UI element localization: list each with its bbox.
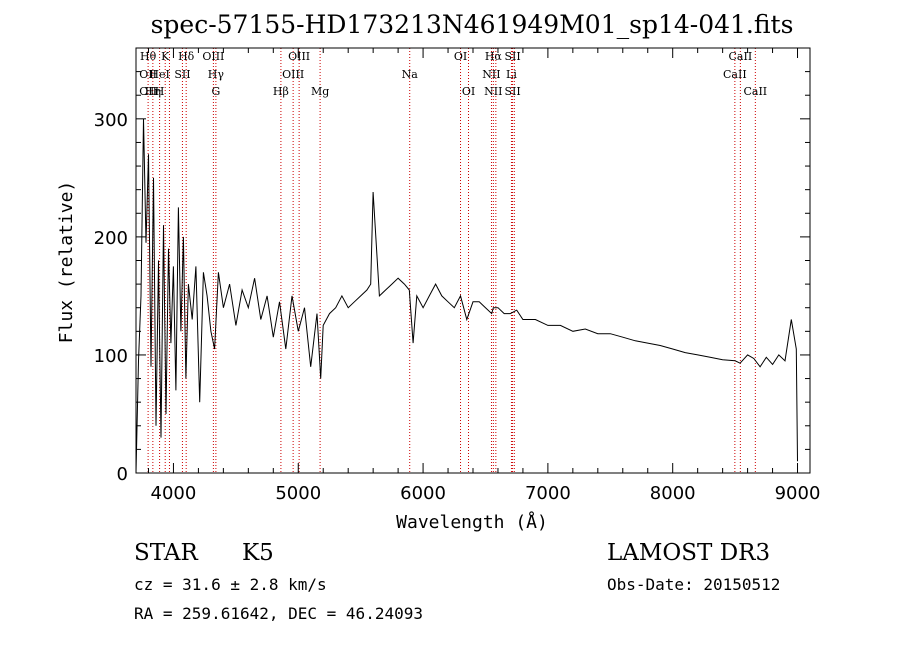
line-label: Mg xyxy=(311,85,329,98)
x-tick-label: 8000 xyxy=(650,483,696,504)
line-label: H xyxy=(155,85,165,98)
line-label: HeI xyxy=(149,68,169,81)
y-tick-label: 200 xyxy=(94,228,128,249)
coordinates-text: RA = 259.61642, DEC = 46.24093 xyxy=(134,604,423,623)
x-tick-label: 5000 xyxy=(275,483,321,504)
line-label: Hθ xyxy=(140,50,157,63)
y-tick-label: 0 xyxy=(117,464,128,485)
survey-label: LAMOST DR3 xyxy=(607,540,771,566)
line-label: Hβ xyxy=(273,85,289,98)
y-tick-label: 300 xyxy=(94,110,128,131)
y-axis-label: Flux (relative) xyxy=(56,181,77,344)
line-label: OI xyxy=(454,50,467,63)
line-label: Hδ xyxy=(178,50,195,63)
redshift-text: cz = 31.6 ± 2.8 km/s xyxy=(134,575,327,594)
line-label: OII xyxy=(139,85,157,98)
x-tick-label: 6000 xyxy=(400,483,446,504)
x-tick-label: 9000 xyxy=(775,483,821,504)
line-label: OIII xyxy=(288,50,310,63)
line-label: Li xyxy=(506,68,517,81)
line-label: CaII xyxy=(729,50,753,63)
line-label: SII xyxy=(504,50,520,63)
line-label: G xyxy=(211,85,220,98)
subclass-label: K5 xyxy=(242,540,274,566)
line-label: SII xyxy=(174,68,190,81)
x-tick-label: 7000 xyxy=(525,483,571,504)
spectrum-line xyxy=(135,118,798,474)
class-label: STAR xyxy=(134,540,198,566)
line-label: Na xyxy=(402,68,419,81)
line-label: OII xyxy=(139,68,157,81)
line-label: OI xyxy=(462,85,475,98)
line-label: CaII xyxy=(723,68,747,81)
line-label: NII xyxy=(484,85,502,98)
line-label: K xyxy=(161,50,170,63)
x-tick-label: 4000 xyxy=(151,483,197,504)
line-label: Hη xyxy=(145,85,161,98)
line-label: NII xyxy=(482,68,500,81)
x-axis-label: Wavelength (Å) xyxy=(396,511,548,533)
line-label: Hα xyxy=(485,50,503,63)
obs-date-text: Obs-Date: 20150512 xyxy=(607,575,781,594)
line-label: OIII xyxy=(282,68,304,81)
line-label: Hγ xyxy=(208,68,225,81)
y-tick-label: 100 xyxy=(94,346,128,367)
plot-frame xyxy=(135,47,811,474)
chart-title: spec-57155-HD173213N461949M01_sp14-041.f… xyxy=(151,10,794,39)
line-label: OIII xyxy=(202,50,224,63)
line-label: SII xyxy=(504,85,520,98)
line-label: CaII xyxy=(743,85,767,98)
